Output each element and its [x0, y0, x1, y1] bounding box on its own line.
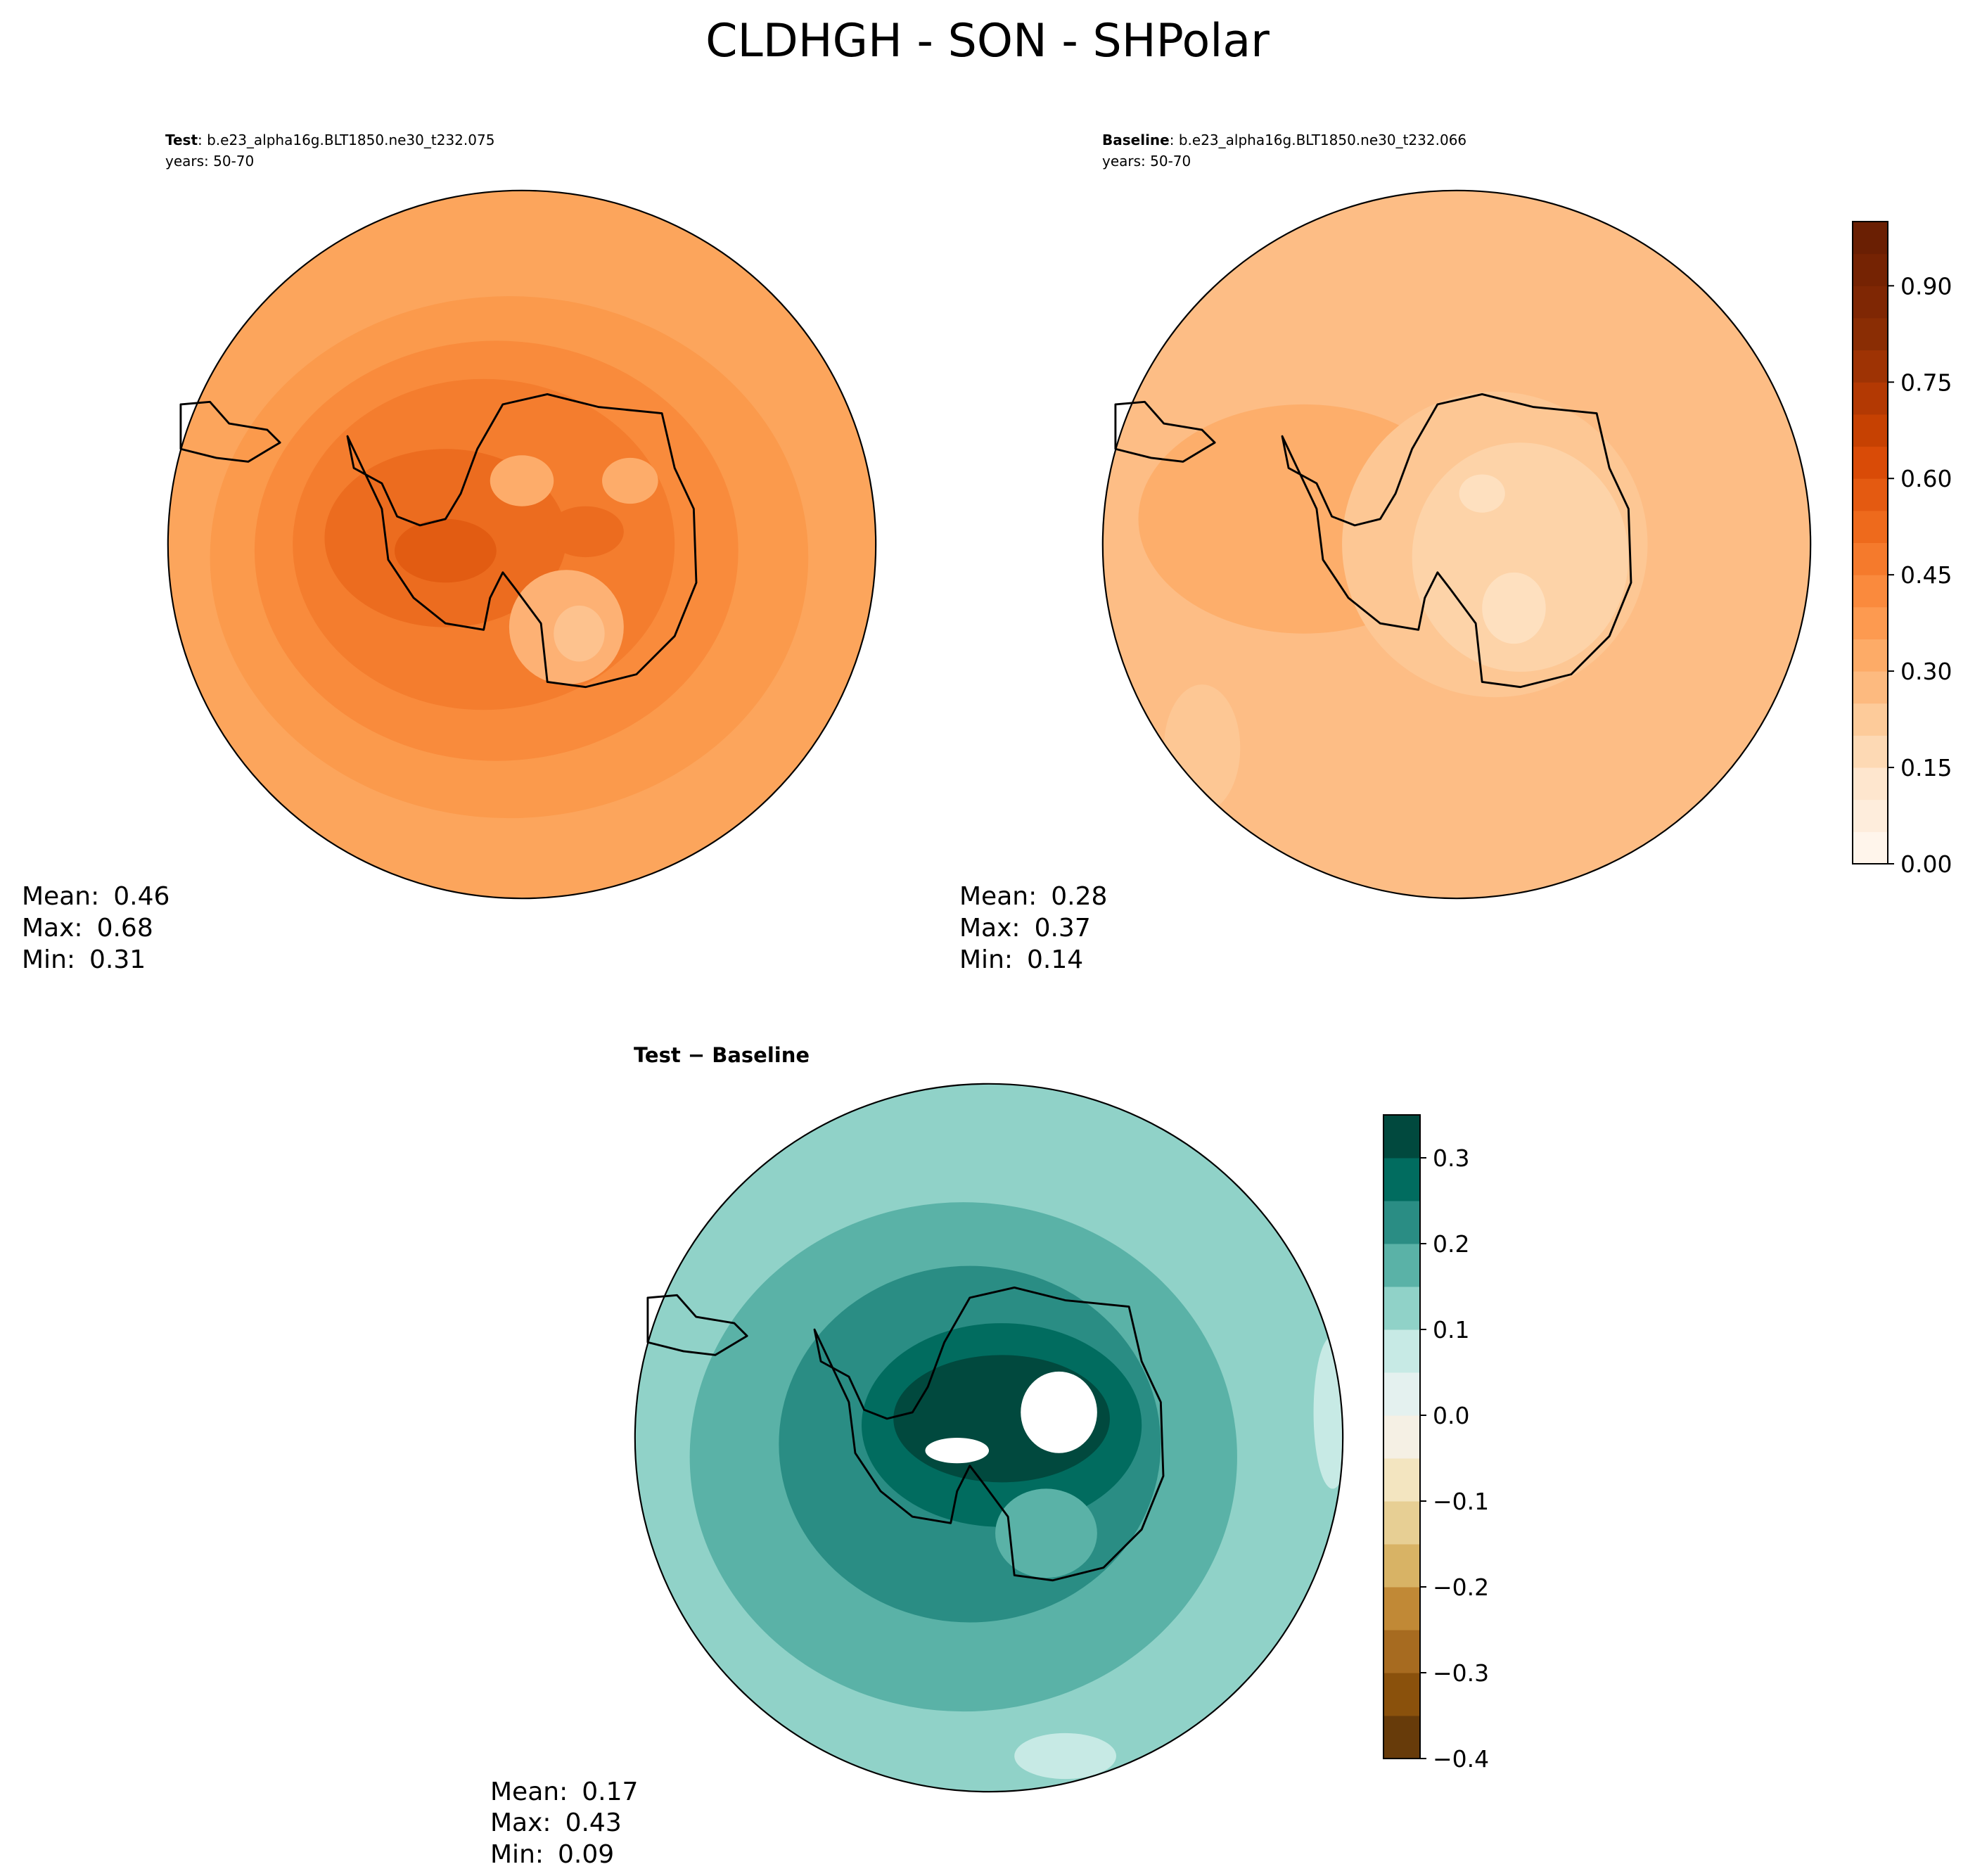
stat-label: Max: [959, 914, 1021, 943]
colorbar-band [1853, 639, 1888, 672]
stat-value: 0.31 [89, 945, 146, 974]
tick-label: 0.15 [1900, 754, 1952, 781]
tick-label: −0.4 [1433, 1745, 1489, 1773]
years: years: 50-70 [165, 153, 254, 170]
colorbar-band [1853, 478, 1888, 511]
stats: Mean: 0.46 Max: 0.68 Min: 0.31 [22, 882, 170, 974]
colorbar-band [1383, 1458, 1420, 1502]
stat: Mean: 0.46 [22, 882, 170, 911]
map [634, 1083, 1344, 1793]
tick-label: 0.1 [1433, 1316, 1469, 1344]
colorbar-band [1853, 542, 1888, 575]
colorbar-band [1853, 735, 1888, 768]
tick-label: 0.0 [1433, 1402, 1469, 1429]
colorbar-band [1383, 1287, 1420, 1330]
stat-value: 0.14 [1027, 945, 1083, 974]
stat: Max: 0.68 [22, 914, 153, 943]
stat-label: Min: [490, 1840, 544, 1869]
stat: Min: 0.31 [22, 945, 146, 974]
panel-title: Baseline: b.e23_alpha16g.BLT1850.ne30_t2… [1102, 132, 1466, 148]
colorbar-band [1383, 1716, 1420, 1759]
tick-label: 0.00 [1900, 850, 1952, 878]
colorbar-frame [1852, 221, 1888, 864]
colorbar-band [1383, 1115, 1420, 1159]
map [1101, 189, 1812, 900]
stat-label: Max: [22, 914, 83, 943]
colorbar-band [1383, 1673, 1420, 1716]
colorbar-band [1383, 1587, 1420, 1631]
colorbar-band [1383, 1501, 1420, 1545]
panel-title: Test: b.e23_alpha16g.BLT1850.ne30_t232.0… [165, 132, 494, 148]
tick-label: −0.3 [1433, 1659, 1489, 1687]
colorbar-band [1383, 1329, 1420, 1373]
colorbar-band [1383, 1544, 1420, 1588]
tick-label: 0.75 [1900, 369, 1952, 396]
colorbar-band [1853, 575, 1888, 608]
colorbar-band [1383, 1201, 1420, 1244]
colorbar-band [1853, 671, 1888, 704]
figure-title: CLDHGH - SON - SHPolar [705, 15, 1270, 68]
colorbar-band [1383, 1158, 1420, 1201]
map [167, 189, 877, 900]
stat: Mean: 0.17 [490, 1778, 638, 1806]
colorbar-band [1383, 1244, 1420, 1287]
panel-label: Baseline [1102, 132, 1170, 148]
stat-value: 0.17 [582, 1778, 638, 1806]
panel-label: Test [165, 132, 198, 148]
stat-label: Mean: [959, 882, 1037, 911]
stat-label: Mean: [22, 882, 99, 911]
colorbar-band [1853, 799, 1888, 832]
stat-value: 0.28 [1051, 882, 1107, 911]
colorbar-band [1853, 222, 1888, 255]
stat: Min: 0.09 [490, 1840, 614, 1869]
stat-value: 0.68 [97, 914, 153, 943]
stat-label: Min: [959, 945, 1013, 974]
colorbar-band [1853, 831, 1888, 864]
stat-value: 0.09 [558, 1840, 614, 1869]
colorbar-band [1853, 606, 1888, 639]
colorbar-band [1853, 253, 1888, 286]
stat-value: 0.46 [113, 882, 170, 911]
tick-label: −0.2 [1433, 1574, 1489, 1601]
stats: Mean: 0.28 Max: 0.37 Min: 0.14 [959, 882, 1107, 974]
years: years: 50-70 [1102, 153, 1191, 170]
colorbar-band [1383, 1630, 1420, 1673]
stat: Min: 0.14 [959, 945, 1083, 974]
colorbar-band [1853, 286, 1888, 319]
tick-label: −0.1 [1433, 1488, 1489, 1515]
stats: Mean: 0.17 Max: 0.43 Min: 0.09 [490, 1778, 638, 1869]
colorbar-band [1853, 510, 1888, 543]
tick-label: 0.60 [1900, 465, 1952, 492]
tick-label: 0.2 [1433, 1230, 1469, 1258]
stat-label: Mean: [490, 1778, 568, 1806]
colorbar-band [1853, 317, 1888, 351]
stat-value: 0.37 [1035, 914, 1091, 943]
case-name: : b.e23_alpha16g.BLT1850.ne30_t232.066 [1170, 132, 1466, 148]
colorbar-band [1853, 767, 1888, 800]
colorbars: 0.00 0.15 0.30 0.45 0.60 0.75 0.90 −0.4 −0.3 −0.2… [1383, 221, 1952, 1773]
colorbar-band [1853, 382, 1888, 415]
colorbar-band [1383, 1372, 1420, 1416]
stat: Mean: 0.28 [959, 882, 1107, 911]
stat-label: Max: [490, 1808, 551, 1837]
tick-label: 0.45 [1900, 561, 1952, 589]
colorbar-frame [1383, 1114, 1421, 1759]
colorbar-band [1853, 703, 1888, 736]
colorbar-band [1383, 1415, 1420, 1459]
case-name: : b.e23_alpha16g.BLT1850.ne30_t232.075 [198, 132, 494, 148]
stat-label: Min: [22, 945, 75, 974]
stat: Max: 0.43 [490, 1808, 622, 1837]
colorbar-band [1853, 446, 1888, 479]
stat: Max: 0.37 [959, 914, 1091, 943]
panel-title: Test − Baseline [634, 1043, 810, 1067]
tick-label: 0.90 [1900, 272, 1952, 300]
stat-value: 0.43 [565, 1808, 622, 1837]
tick-label: 0.3 [1433, 1144, 1469, 1172]
tick-label: 0.30 [1900, 658, 1952, 685]
colorbar-band [1853, 414, 1888, 447]
colorbar-band [1853, 350, 1888, 383]
